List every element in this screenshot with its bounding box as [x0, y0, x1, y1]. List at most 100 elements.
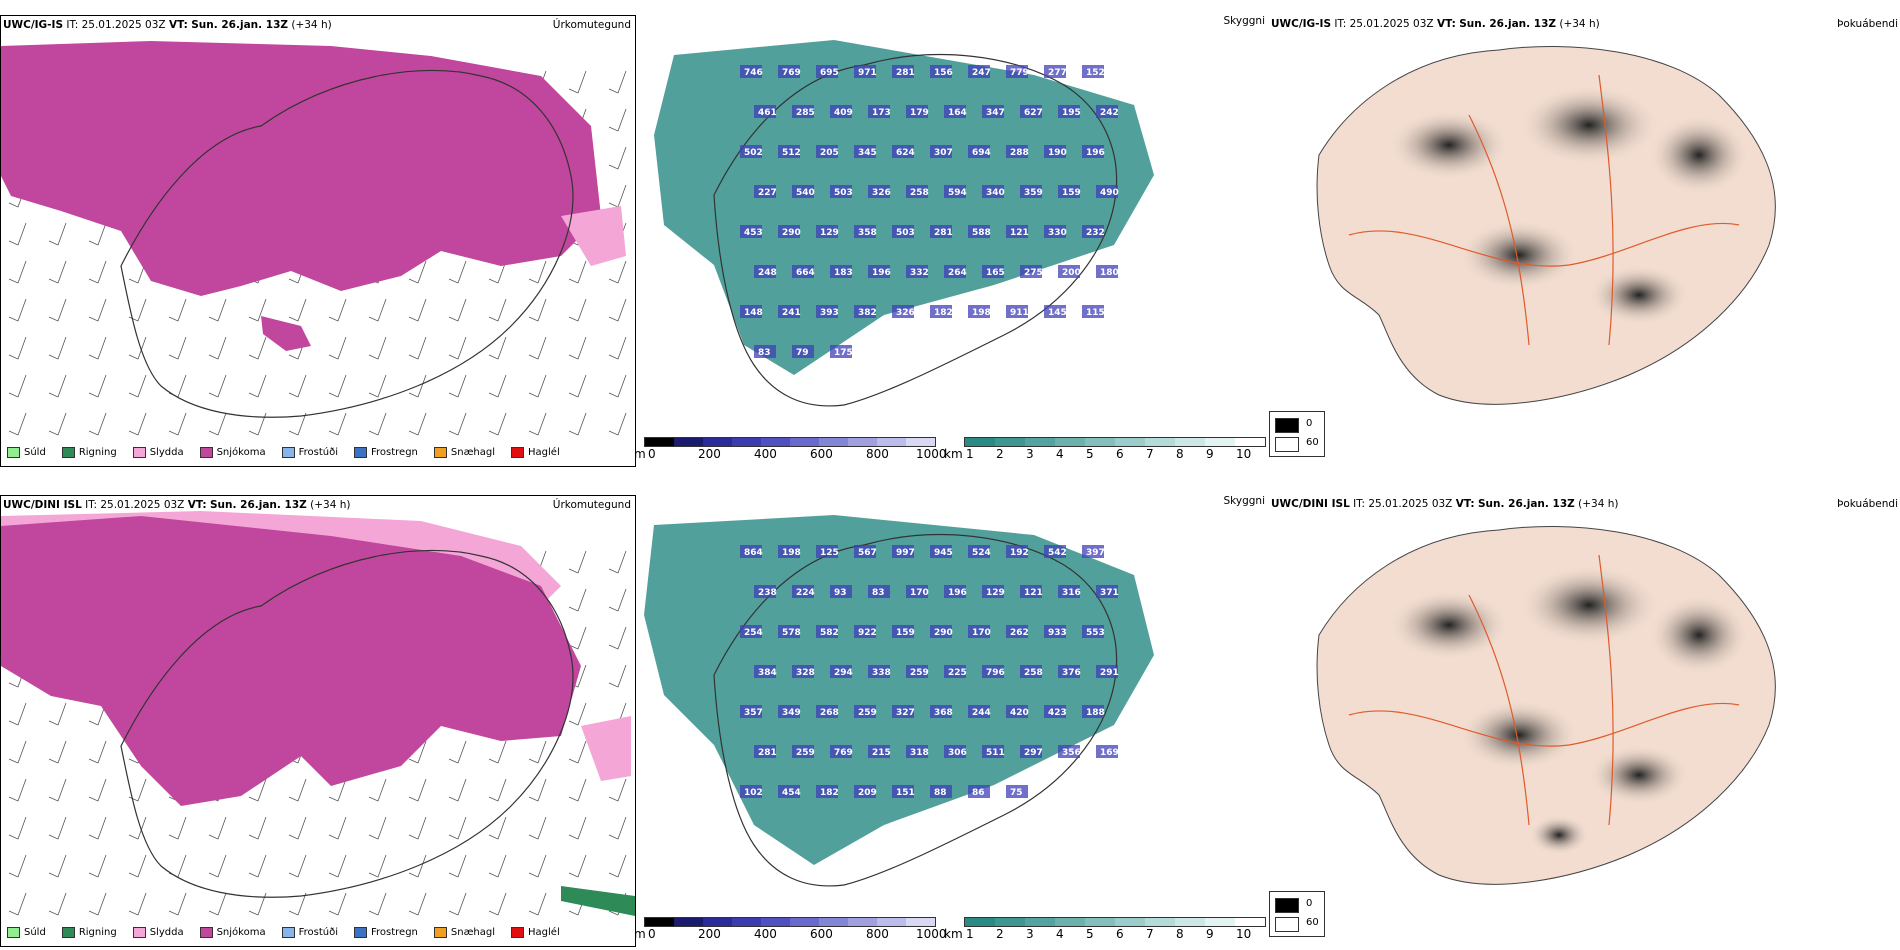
cloud-height-label: 121	[1024, 588, 1043, 598]
wind-barb	[448, 298, 467, 322]
wind-barb	[248, 854, 267, 878]
cloud-height-label: 277	[1048, 68, 1067, 78]
cloud-height-marker	[1096, 585, 1118, 598]
cloud-height-marker	[930, 705, 952, 718]
wind-barb	[88, 892, 107, 916]
wind-barb	[248, 298, 267, 322]
cloud-height-marker	[868, 745, 890, 758]
cloud-height-marker	[944, 185, 966, 198]
cloud-height-marker	[1020, 265, 1042, 278]
wind-barb	[368, 374, 387, 398]
cloud-height-label: 327	[896, 708, 915, 718]
visibility-colorbar: km 1 2 3 4 5 6 7 8 9 10	[944, 917, 1269, 943]
cloud-height-marker	[944, 745, 966, 758]
cloud-height-label: 461	[758, 108, 777, 118]
cloud-height-label: 376	[1062, 668, 1081, 678]
cloud-height-marker	[740, 785, 762, 798]
legend-item: Haglél	[511, 927, 560, 938]
wind-barb	[568, 702, 587, 726]
cloud-height-marker	[1044, 545, 1066, 558]
cloud-height-marker	[1006, 785, 1028, 798]
cloud-height-label: 307	[934, 148, 953, 158]
wind-barb	[608, 184, 627, 208]
cloud-height-label: 553	[1086, 628, 1105, 638]
cloud-height-marker	[854, 145, 876, 158]
cloud-height-marker	[830, 265, 852, 278]
precip-map	[1, 41, 627, 436]
precip-type-panel-top: UWC/IG-IS IT: 25.01.2025 03Z VT: Sun. 26…	[0, 15, 636, 467]
cloud-height-marker	[906, 105, 928, 118]
cloud-height-label: 371	[1100, 588, 1119, 598]
wind-barb	[168, 336, 187, 360]
cloud-height-label: 359	[1024, 188, 1043, 198]
wind-barb	[568, 336, 587, 360]
cloud-height-label: 169	[1100, 748, 1119, 758]
cloud-height-marker	[1044, 145, 1066, 158]
wind-barb	[368, 778, 387, 802]
cloud-height-label: 156	[934, 68, 953, 78]
wind-barb	[248, 374, 267, 398]
cloud-height-marker	[968, 225, 990, 238]
cloud-height-label: 332	[910, 268, 929, 278]
cloud-height-label: 198	[972, 308, 991, 318]
wind-barb	[128, 374, 147, 398]
cloud-height-label: 503	[896, 228, 915, 238]
cloud-height-marker	[1082, 305, 1104, 318]
wind-barb	[608, 816, 627, 840]
cloud-height-marker	[868, 265, 890, 278]
cloud-height-marker	[1020, 585, 1042, 598]
cloud-height-label: 241	[782, 308, 801, 318]
cloud-height-marker	[906, 665, 928, 678]
snow-patch	[261, 316, 311, 351]
cloud-height-label: 326	[872, 188, 891, 198]
cloud-height-label: 624	[896, 148, 915, 158]
legend-item: Snæhagl	[433, 927, 495, 938]
cloud-visibility-panel-top: Skyggni 746 769 695 971 281 156 247 779 277 152 46…	[634, 15, 1269, 465]
cloud-height-label: 242	[1100, 108, 1119, 118]
cloud-height-label: 165	[986, 268, 1005, 278]
cloud-height-label: 511	[986, 748, 1005, 758]
fog-scale-legend: 0 60	[1269, 891, 1325, 937]
cloud-height-label: 454	[782, 788, 801, 798]
wind-barb	[568, 778, 587, 802]
cloud-height-label: 179	[910, 108, 929, 118]
cloud-height-label: 75	[1010, 788, 1023, 798]
cloud-height-label: 88	[934, 788, 947, 798]
wind-barb	[528, 854, 547, 878]
cloud-height-marker	[868, 105, 890, 118]
wind-barb	[488, 854, 507, 878]
wind-barb	[408, 336, 427, 360]
wind-barb	[208, 854, 227, 878]
cloud-height-label: 358	[858, 228, 877, 238]
panel-title: Úrkomutegund	[552, 499, 631, 511]
sleet-patch	[561, 206, 626, 266]
wind-barb	[488, 778, 507, 802]
wind-barb	[248, 778, 267, 802]
cloud-height-marker	[754, 345, 776, 358]
wind-barb	[128, 816, 147, 840]
wind-barb	[568, 740, 587, 764]
cloud-height-marker	[1096, 105, 1118, 118]
legend-item: Snjókoma	[199, 447, 266, 458]
wind-barb	[288, 892, 307, 916]
cloud-height-marker	[968, 785, 990, 798]
cloud-height-label: 151	[896, 788, 915, 798]
cloud-height-label: 244	[972, 708, 991, 718]
cloud-height-marker	[892, 225, 914, 238]
cloud-height-label: 196	[872, 268, 891, 278]
height-colorbar: m 0 200 400 600 800 1000	[634, 917, 947, 943]
road-network	[1348, 74, 1740, 346]
cloud-height-label: 86	[972, 788, 985, 798]
wind-barb	[608, 778, 627, 802]
cloud-height-marker	[830, 185, 852, 198]
cloud-height-label: 164	[948, 108, 967, 118]
cloud-height-label: 578	[782, 628, 801, 638]
cloud-height-marker	[1082, 545, 1104, 558]
wind-barb	[608, 108, 627, 132]
cloud-height-marker	[1096, 185, 1118, 198]
wind-barb	[88, 816, 107, 840]
wind-barb	[88, 412, 107, 436]
wind-barb	[568, 374, 587, 398]
cloud-height-marker	[930, 785, 952, 798]
wind-barb	[368, 816, 387, 840]
